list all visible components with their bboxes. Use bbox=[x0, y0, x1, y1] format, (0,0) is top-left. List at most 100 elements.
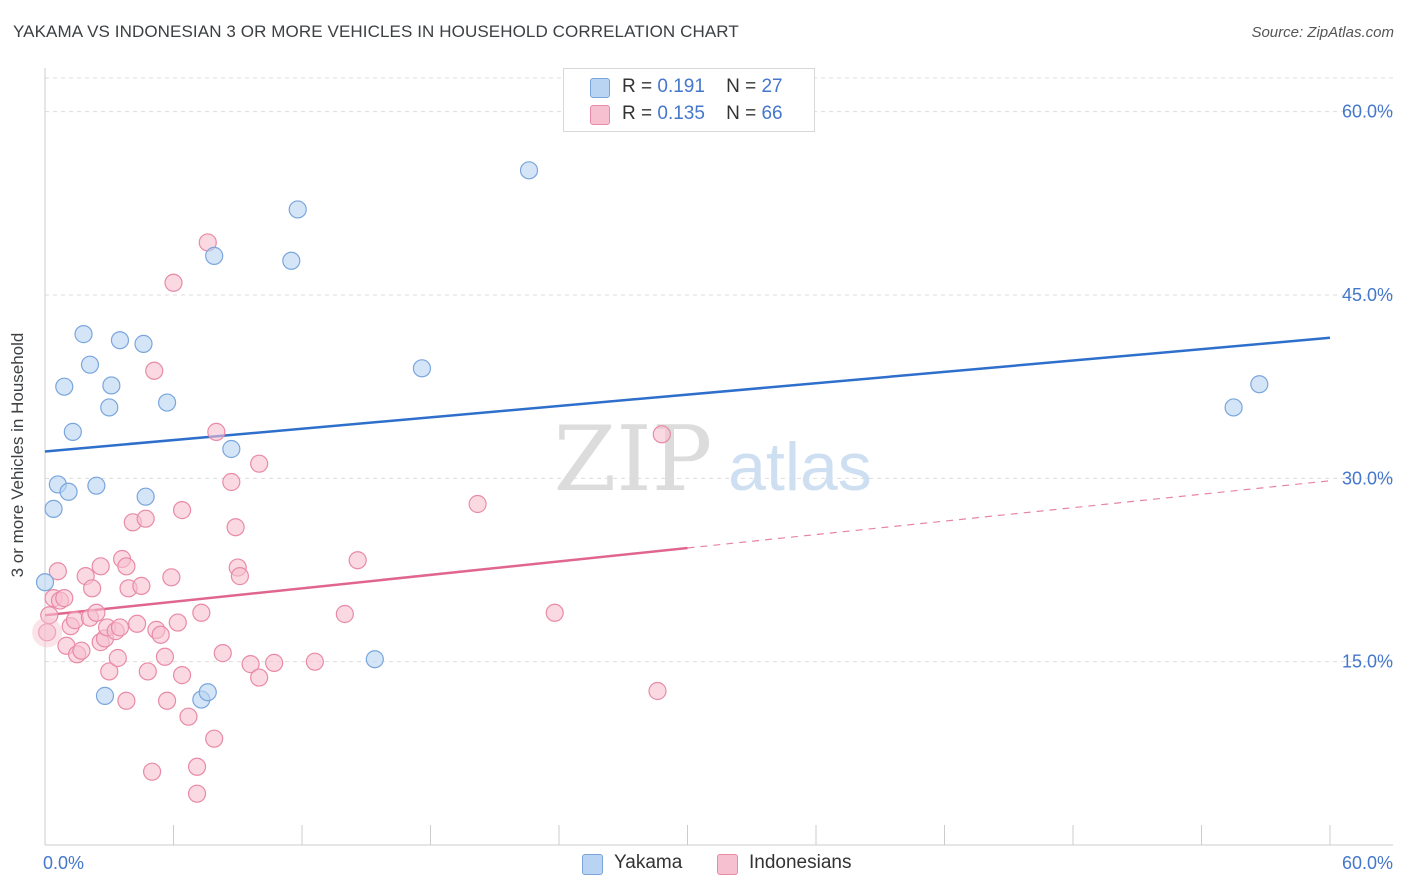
legend-swatch-indonesians bbox=[590, 105, 610, 125]
y-axis-label: 3 or more Vehicles in Household bbox=[8, 332, 27, 578]
r-value-yakama: 0.191 bbox=[657, 76, 705, 97]
point-yakama bbox=[100, 398, 119, 417]
point-indonesians bbox=[110, 618, 130, 637]
point-yakama bbox=[1250, 375, 1269, 394]
point-yakama bbox=[288, 200, 307, 219]
point-indonesians bbox=[468, 494, 487, 514]
point-indonesians bbox=[87, 603, 106, 622]
point-indonesians bbox=[187, 757, 207, 776]
point-yakama bbox=[519, 161, 539, 180]
point-indonesians bbox=[136, 509, 155, 528]
point-indonesians-large bbox=[32, 617, 63, 648]
stats-legend: R = 0.191 N = 27 R = 0.135 N = 66 bbox=[563, 68, 815, 132]
y-tick-label: 15.0% bbox=[1342, 652, 1393, 672]
trend-line-indonesians-dashed bbox=[687, 480, 1331, 549]
point-indonesians bbox=[145, 361, 164, 380]
y-tick-label: 60.0% bbox=[1342, 102, 1393, 122]
point-indonesians bbox=[100, 662, 119, 681]
point-indonesians bbox=[230, 567, 249, 586]
source-label: Source: ZipAtlas.com bbox=[1251, 24, 1394, 41]
point-indonesians bbox=[652, 425, 671, 444]
point-yakama bbox=[35, 573, 55, 592]
legend-label-yakama: Yakama bbox=[614, 852, 683, 873]
axes bbox=[44, 68, 1393, 846]
point-indonesians bbox=[226, 518, 245, 537]
legend-swatch-indonesians bbox=[717, 854, 738, 875]
point-indonesians bbox=[172, 666, 192, 685]
watermark-zip: ZIP bbox=[554, 407, 713, 512]
legend-swatch-yakama bbox=[582, 854, 603, 875]
n-label: N = bbox=[726, 103, 757, 124]
data-points bbox=[32, 161, 1269, 803]
point-indonesians bbox=[187, 784, 207, 803]
point-indonesians bbox=[108, 648, 127, 668]
point-indonesians bbox=[172, 501, 192, 520]
point-yakama bbox=[110, 331, 130, 350]
point-indonesians bbox=[335, 604, 354, 624]
trend-line-indonesians-solid bbox=[44, 546, 688, 617]
point-yakama bbox=[44, 499, 63, 518]
point-indonesians bbox=[157, 691, 177, 710]
point-yakama bbox=[95, 686, 115, 705]
point-yakama bbox=[74, 325, 93, 344]
point-indonesians bbox=[151, 625, 170, 644]
point-indonesians bbox=[155, 647, 175, 666]
trend-line-yakama bbox=[44, 336, 1331, 453]
r-label: R = bbox=[622, 76, 653, 97]
point-indonesians bbox=[305, 652, 324, 671]
point-yakama bbox=[1224, 398, 1243, 417]
point-indonesians bbox=[127, 614, 147, 633]
x-tick-label-min: 0.0% bbox=[43, 853, 84, 873]
x-tick-label-max: 60.0% bbox=[1342, 853, 1393, 873]
point-indonesians bbox=[117, 557, 136, 576]
point-indonesians bbox=[117, 691, 136, 710]
point-yakama bbox=[80, 355, 100, 374]
point-yakama bbox=[134, 334, 153, 353]
point-indonesians bbox=[265, 653, 284, 672]
point-indonesians bbox=[142, 762, 162, 781]
point-indonesians bbox=[164, 273, 183, 292]
point-yakama bbox=[157, 393, 177, 412]
point-indonesians bbox=[168, 613, 187, 632]
point-yakama bbox=[365, 650, 384, 669]
point-indonesians bbox=[40, 606, 59, 625]
point-indonesians bbox=[138, 662, 157, 681]
point-indonesians bbox=[91, 557, 110, 576]
point-yakama bbox=[205, 246, 224, 265]
point-indonesians bbox=[250, 454, 269, 473]
point-indonesians bbox=[213, 644, 232, 663]
point-indonesians bbox=[207, 422, 226, 441]
point-indonesians bbox=[132, 576, 151, 595]
point-yakama bbox=[63, 422, 82, 441]
r-value-indonesians: 0.135 bbox=[657, 103, 705, 124]
point-indonesians bbox=[250, 668, 269, 687]
point-indonesians bbox=[222, 472, 241, 492]
point-yakama bbox=[55, 377, 74, 396]
point-yakama bbox=[198, 683, 217, 702]
point-indonesians bbox=[65, 611, 85, 630]
r-label: R = bbox=[622, 103, 653, 124]
point-indonesians bbox=[545, 603, 564, 622]
point-indonesians bbox=[648, 681, 667, 701]
trend-lines bbox=[44, 336, 1331, 617]
point-yakama bbox=[282, 251, 301, 270]
point-yakama bbox=[136, 487, 155, 506]
point-indonesians bbox=[55, 589, 74, 608]
n-label: N = bbox=[726, 76, 757, 97]
point-indonesians bbox=[83, 579, 102, 598]
point-yakama bbox=[412, 359, 432, 378]
watermark-atlas: atlas bbox=[728, 429, 872, 505]
point-yakama bbox=[87, 476, 106, 495]
point-yakama bbox=[59, 482, 78, 501]
point-yakama bbox=[102, 376, 121, 395]
y-tick-label: 45.0% bbox=[1342, 285, 1393, 305]
point-indonesians bbox=[48, 562, 67, 581]
chart-title: YAKAMA VS INDONESIAN 3 OR MORE VEHICLES … bbox=[13, 22, 739, 41]
point-indonesians bbox=[162, 568, 181, 587]
point-indonesians bbox=[72, 641, 91, 660]
point-indonesians bbox=[241, 655, 260, 674]
legend-label-indonesians: Indonesians bbox=[749, 852, 852, 873]
tick-labels: 15.0% 30.0% 45.0% 60.0% 0.0% 60.0% bbox=[43, 102, 1393, 873]
point-indonesians bbox=[348, 551, 367, 570]
